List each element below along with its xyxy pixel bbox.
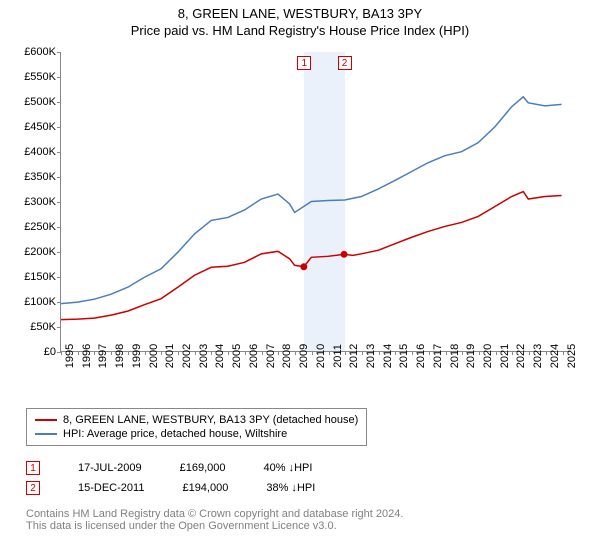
x-axis-label: 2007 [265,344,277,368]
x-axis-label: 1996 [81,344,93,368]
chart-area: 12 £0£50K£100K£150K£200K£250K£300K£350K£… [14,44,574,404]
chart-container: 8, GREEN LANE, WESTBURY, BA13 3PY Price … [0,0,600,560]
x-axis-label: 2001 [164,344,176,368]
x-axis-label: 2004 [214,344,226,368]
y-axis-label: £600K [24,46,56,58]
transaction-row: 1 17-JUL-2009 £169,000 40%HPI [26,458,574,478]
x-axis-label: 1999 [131,344,143,368]
transaction-price: £169,000 [180,462,226,474]
x-axis-label: 2010 [315,344,327,368]
y-axis-label: £250K [24,221,56,233]
y-axis-label: £400K [24,146,56,158]
transaction-date: 15-DEC-2011 [78,482,144,494]
chart-title-address: 8, GREEN LANE, WESTBURY, BA13 3PY [0,0,600,21]
legend-swatch-hpi [35,433,57,435]
x-axis-label: 2000 [148,344,160,368]
y-axis-label: £0 [44,346,56,358]
series-property [61,192,562,320]
x-axis-label: 2019 [465,344,477,368]
legend-swatch-property [35,419,57,421]
transaction-delta: 38%HPI [266,482,315,494]
y-axis-label: £300K [24,196,56,208]
x-axis-label: 2022 [515,344,527,368]
x-axis-label: 2014 [382,344,394,368]
chart-title-sub: Price paid vs. HM Land Registry's House … [0,21,600,44]
chart-footer: 8, GREEN LANE, WESTBURY, BA13 3PY (detac… [26,408,574,498]
legend-label: 8, GREEN LANE, WESTBURY, BA13 3PY (detac… [63,414,358,426]
footnote-line: This data is licensed under the Open Gov… [26,520,574,532]
chart-lines [61,52,570,351]
x-axis-label: 2025 [566,344,578,368]
transaction-table: 1 17-JUL-2009 £169,000 40%HPI 2 15-DEC-2… [26,458,574,498]
transaction-price: £194,000 [182,482,228,494]
legend-label: HPI: Average price, detached house, Wilt… [63,428,287,440]
transaction-marker-icon: 1 [26,461,40,475]
x-axis-label: 2011 [332,344,344,368]
x-axis-label: 2012 [348,344,360,368]
transaction-dot [300,263,307,270]
arrow-down-icon [286,462,295,474]
x-axis-label: 2015 [398,344,410,368]
y-axis-label: £450K [24,121,56,133]
y-axis-label: £350K [24,171,56,183]
y-axis-label: £50K [30,321,56,333]
transaction-row: 2 15-DEC-2011 £194,000 38%HPI [26,478,574,498]
x-axis-label: 2006 [248,344,260,368]
y-axis-label: £550K [24,71,56,83]
legend-item: HPI: Average price, detached house, Wilt… [35,427,358,441]
plot-area: 12 [60,52,570,352]
transaction-date: 17-JUL-2009 [78,462,142,474]
arrow-down-icon [288,482,297,494]
x-axis-label: 2002 [181,344,193,368]
transaction-dot [341,251,348,258]
x-axis-label: 2009 [298,344,310,368]
x-axis-label: 2003 [198,344,210,368]
x-axis-label: 2005 [231,344,243,368]
y-axis-label: £100K [24,296,56,308]
x-axis-label: 2018 [449,344,461,368]
x-axis-label: 1995 [64,344,76,368]
x-axis-label: 2024 [549,344,561,368]
footnote: Contains HM Land Registry data © Crown c… [26,508,574,532]
series-hpi [61,97,562,304]
x-axis-label: 1998 [114,344,126,368]
transaction-delta: 40%HPI [263,462,312,474]
legend-box: 8, GREEN LANE, WESTBURY, BA13 3PY (detac… [26,408,367,446]
x-axis-label: 2013 [365,344,377,368]
x-axis-label: 2017 [432,344,444,368]
footnote-line: Contains HM Land Registry data © Crown c… [26,508,574,520]
x-axis-label: 2021 [499,344,511,368]
y-axis-label: £200K [24,246,56,258]
transaction-marker-icon: 2 [26,481,40,495]
x-axis-label: 2020 [482,344,494,368]
y-axis-label: £150K [24,271,56,283]
x-axis-label: 2008 [281,344,293,368]
legend-item: 8, GREEN LANE, WESTBURY, BA13 3PY (detac… [35,413,358,427]
chart-marker-1: 1 [297,56,311,70]
x-axis-label: 1997 [97,344,109,368]
y-axis-label: £500K [24,96,56,108]
x-axis-label: 2023 [532,344,544,368]
chart-marker-2: 2 [338,56,352,70]
x-axis-label: 2016 [415,344,427,368]
